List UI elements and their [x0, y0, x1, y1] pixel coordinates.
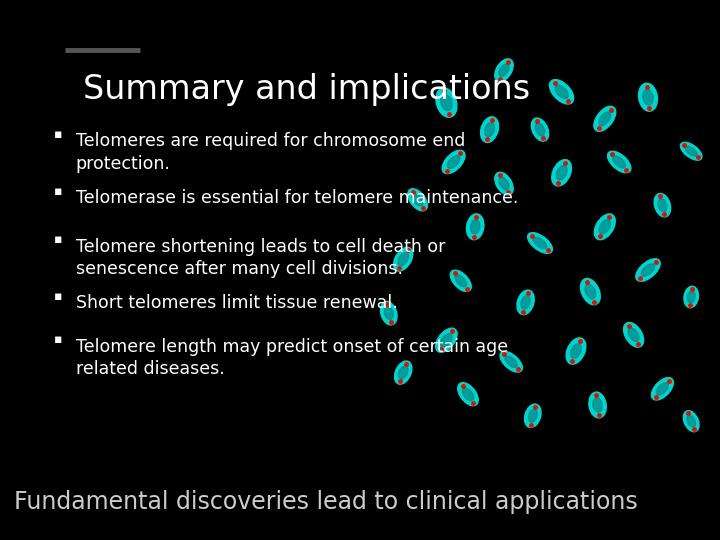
Ellipse shape: [455, 275, 467, 287]
Ellipse shape: [462, 388, 474, 401]
Ellipse shape: [687, 291, 696, 303]
Text: Short telomeres limit tissue renewal.: Short telomeres limit tissue renewal.: [76, 294, 397, 312]
Ellipse shape: [549, 79, 574, 104]
Ellipse shape: [570, 344, 582, 358]
Ellipse shape: [585, 285, 596, 299]
Ellipse shape: [517, 290, 534, 315]
Ellipse shape: [654, 193, 670, 217]
Ellipse shape: [684, 286, 698, 308]
Ellipse shape: [657, 383, 668, 395]
Ellipse shape: [436, 88, 457, 117]
Text: Telomere shortening leads to cell death or
senescence after many cell divisions.: Telomere shortening leads to cell death …: [76, 238, 445, 279]
Text: ▪: ▪: [54, 333, 63, 346]
Ellipse shape: [398, 253, 408, 266]
Ellipse shape: [594, 214, 616, 240]
Ellipse shape: [528, 409, 537, 422]
Ellipse shape: [624, 322, 644, 347]
Text: Summary and implications: Summary and implications: [83, 73, 530, 106]
Ellipse shape: [525, 404, 541, 428]
Ellipse shape: [685, 146, 697, 156]
Ellipse shape: [535, 123, 545, 136]
Ellipse shape: [643, 90, 653, 105]
Ellipse shape: [413, 194, 423, 206]
Ellipse shape: [552, 160, 572, 186]
Ellipse shape: [480, 117, 499, 143]
Ellipse shape: [608, 151, 631, 173]
Ellipse shape: [495, 59, 513, 82]
Ellipse shape: [395, 361, 412, 384]
Ellipse shape: [485, 123, 495, 137]
Ellipse shape: [652, 377, 673, 400]
Text: Telomerase is essential for telomere maintenance.: Telomerase is essential for telomere mai…: [76, 189, 518, 207]
Ellipse shape: [628, 328, 639, 342]
Ellipse shape: [505, 356, 518, 368]
Text: ▪: ▪: [54, 233, 63, 246]
Ellipse shape: [566, 338, 586, 364]
Ellipse shape: [408, 189, 428, 211]
Ellipse shape: [450, 270, 472, 292]
Ellipse shape: [441, 334, 452, 347]
Ellipse shape: [500, 352, 523, 372]
Ellipse shape: [683, 411, 699, 431]
Ellipse shape: [528, 233, 552, 253]
Text: Telomeres are required for chromosome end
protection.: Telomeres are required for chromosome en…: [76, 132, 465, 173]
Text: Telomere length may predict onset of certain age
related diseases.: Telomere length may predict onset of cer…: [76, 338, 508, 379]
Ellipse shape: [441, 94, 452, 111]
Ellipse shape: [687, 415, 696, 427]
Ellipse shape: [499, 177, 509, 190]
Ellipse shape: [639, 83, 657, 111]
Ellipse shape: [599, 220, 611, 234]
Ellipse shape: [613, 156, 626, 168]
Ellipse shape: [442, 150, 465, 174]
Ellipse shape: [580, 279, 600, 305]
Ellipse shape: [680, 142, 702, 160]
Ellipse shape: [594, 106, 616, 131]
Ellipse shape: [555, 85, 568, 98]
Text: ▪: ▪: [54, 290, 63, 303]
Ellipse shape: [658, 199, 667, 212]
Ellipse shape: [495, 172, 513, 195]
Text: ▪: ▪: [54, 185, 63, 198]
Ellipse shape: [499, 64, 509, 77]
Ellipse shape: [467, 214, 484, 240]
Ellipse shape: [398, 366, 408, 379]
Ellipse shape: [593, 398, 603, 412]
Ellipse shape: [447, 156, 460, 168]
Ellipse shape: [534, 237, 546, 249]
Ellipse shape: [384, 307, 393, 320]
Text: Fundamental discoveries lead to clinical applications: Fundamental discoveries lead to clinical…: [14, 490, 638, 514]
Ellipse shape: [642, 264, 654, 276]
Ellipse shape: [636, 259, 660, 281]
Ellipse shape: [381, 301, 397, 325]
Ellipse shape: [458, 383, 478, 406]
Ellipse shape: [531, 118, 549, 141]
Ellipse shape: [521, 295, 531, 309]
Ellipse shape: [394, 247, 413, 271]
Ellipse shape: [589, 392, 606, 418]
Ellipse shape: [436, 328, 457, 352]
Ellipse shape: [599, 112, 611, 126]
Ellipse shape: [556, 166, 567, 180]
Ellipse shape: [470, 220, 480, 234]
Text: ▪: ▪: [54, 128, 63, 141]
